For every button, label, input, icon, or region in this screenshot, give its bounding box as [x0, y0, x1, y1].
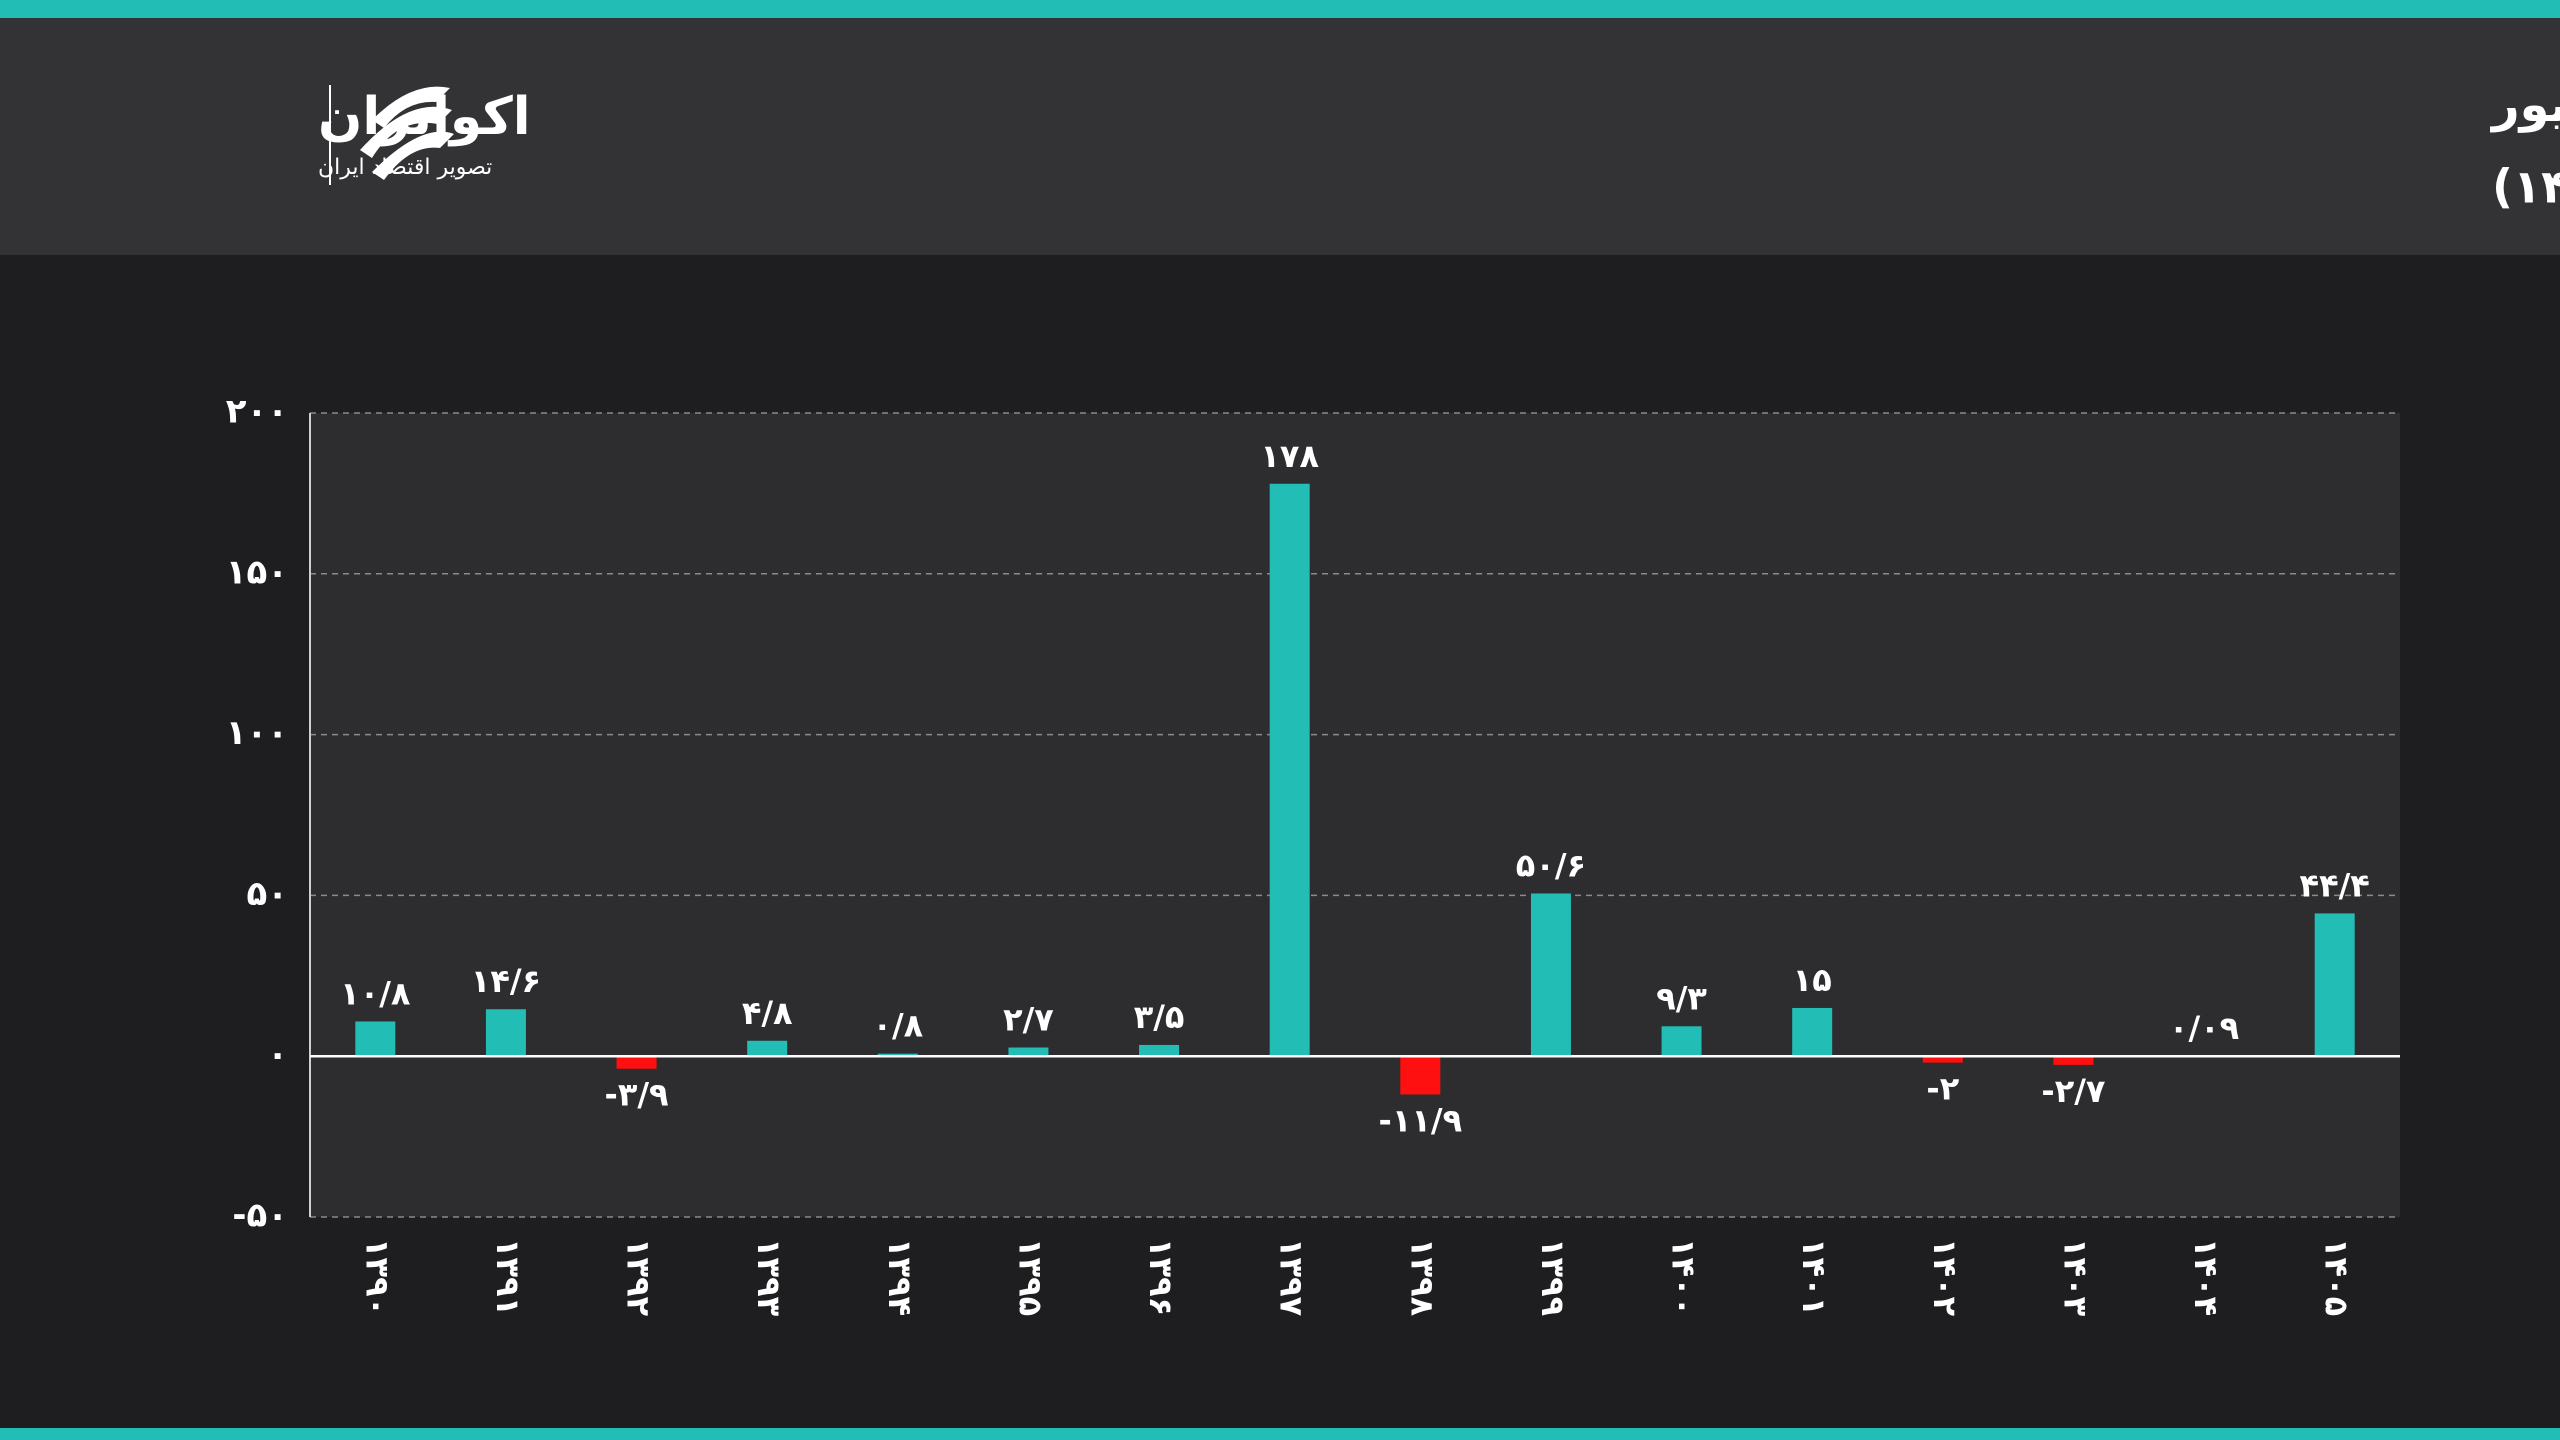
x-tick-label: ۱۳۹۴: [881, 1238, 919, 1316]
x-tick-label: ۱۳۹۱: [489, 1238, 527, 1316]
y-tick-label: ۵۰: [246, 874, 288, 914]
brand-tagline: تصویر اقتصاد ایران: [318, 155, 492, 180]
bottom-stripe: [0, 1428, 2560, 1440]
y-tick-label: ۱۵۰: [226, 552, 288, 592]
value-label: ۱۵: [1793, 961, 1832, 999]
bar: [877, 1053, 918, 1057]
bar: [1269, 483, 1310, 1057]
bar: [485, 1009, 526, 1057]
y-tick-label: ۲۰۰: [226, 392, 288, 432]
value-label: ۴۴/۴: [2300, 866, 2370, 904]
value-label: ۰/۸: [872, 1007, 923, 1045]
value-label: ۲/۷: [1003, 1001, 1054, 1039]
chart-title: بازدهی دلار از ابتدای فروردین تا ۱۴ شهری…: [2490, 77, 2560, 133]
bar: [747, 1040, 788, 1057]
x-tick-label: ۱۴۰۳: [2056, 1238, 2094, 1317]
bar: [1008, 1047, 1049, 1057]
x-tick-label: ۱۳۹۸: [1403, 1238, 1441, 1317]
value-label: ۱۴/۶: [471, 962, 541, 1000]
x-tick-label: ۱۳۹۰: [358, 1238, 396, 1316]
x-tick-label: ۱۳۹۵: [1011, 1238, 1049, 1316]
x-tick-label: ۱۳۹۹: [1534, 1238, 1572, 1316]
x-tick-label: ۱۴۰۱: [1795, 1238, 1833, 1316]
x-tick-label: ۱۴۰۴: [2187, 1238, 2225, 1316]
bar: [1139, 1044, 1180, 1057]
y-tick-label: ۱۰۰: [226, 713, 288, 753]
bar: [1922, 1056, 1963, 1063]
bar: [355, 1021, 396, 1057]
value-label: -۳/۹: [605, 1076, 669, 1114]
value-label: ۳/۵: [1134, 998, 1185, 1036]
value-label: ۱۷۸: [1260, 437, 1319, 475]
bar: [1792, 1007, 1833, 1057]
top-stripe: [0, 0, 2560, 18]
bar: [1530, 893, 1571, 1057]
x-tick-label: ۱۳۹۶: [1142, 1238, 1180, 1316]
x-tick-label: ۱۳۹۲: [620, 1238, 658, 1317]
plot-area: [310, 413, 2400, 1217]
value-label: -۲/۷: [2041, 1072, 2106, 1110]
x-tick-label: ۱۴۰۰: [1665, 1238, 1703, 1316]
brand-name: اکوایران: [318, 87, 531, 147]
value-label: ۴/۸: [742, 994, 793, 1032]
value-label: ۰/۰۹: [2169, 1009, 2239, 1047]
value-label: ۹/۳: [1656, 979, 1707, 1017]
value-label: -۱۱/۹: [1379, 1101, 1463, 1139]
y-tick-label: -۵۰: [232, 1196, 288, 1236]
bar: [1400, 1056, 1441, 1095]
bar: [616, 1056, 657, 1069]
x-tick-label: ۱۳۹۳: [750, 1238, 788, 1317]
value-label: ۱۰/۸: [340, 974, 411, 1012]
x-tick-label: ۱۳۹۷: [1273, 1238, 1311, 1317]
logo-mark: [360, 86, 454, 180]
logo: اکوایران تصویر اقتصاد ایران: [318, 85, 531, 185]
x-tick-label: ۱۴۰۲: [1926, 1238, 1964, 1317]
x-tick-label: ۱۴۰۵: [2318, 1238, 2356, 1316]
value-label: ۵۰/۶: [1516, 846, 1586, 884]
bar: [2053, 1056, 2094, 1065]
value-label: -۲: [1926, 1070, 1959, 1108]
bar: [1661, 1026, 1702, 1057]
chart-subtitle: (از سال ۱۳۹۰ تا ۱۴۰۵): [2492, 160, 2560, 214]
y-tick-label: ۰: [267, 1035, 288, 1075]
bar: [2314, 913, 2355, 1057]
